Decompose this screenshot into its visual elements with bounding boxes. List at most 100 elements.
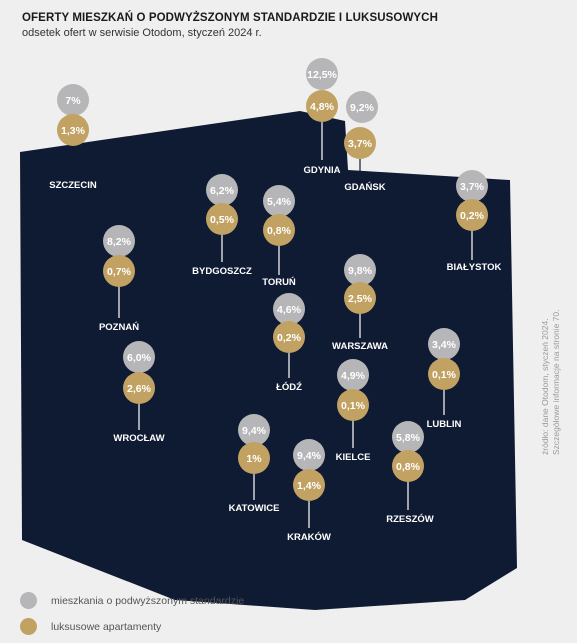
standard-value: 9,8% [348,265,373,277]
luxury-bubble [273,321,305,353]
chart-title: OFERTY MIESZKAŃ O PODWYŻSZONYM STANDARDZ… [22,12,438,24]
luxury-value: 0,8% [396,461,421,473]
luxury-bubble [293,469,325,501]
legend-standard-label: mieszkania o podwyższonym standardzie [51,594,245,607]
legend-luxury-label: luksusowe apartamenty [51,620,162,633]
luxury-bubble [392,450,424,482]
city-marker: 4,6% 0,2% ŁÓDŹ [273,293,305,393]
luxury-value: 0,7% [107,266,132,278]
city-marker: 6,2% 0,5% BYDGOSZCZ [192,174,252,277]
city-label: WROCŁAW [113,433,164,444]
city-marker: 8,2% 0,7% POZNAŃ [99,225,139,333]
luxury-bubble [57,114,89,146]
luxury-value: 0,5% [210,214,235,226]
source-line-1: źródło: dane Otodom, styczeń 2024. [540,318,550,455]
luxury-value: 0,2% [460,210,485,222]
city-marker: 5,8% 0,8% RZESZÓW [386,421,434,525]
standard-bubble [306,58,338,90]
luxury-bubble [123,372,155,404]
city-marker: 3,7% 0,2% BIAŁYSTOK [447,170,502,273]
luxury-value: 4,8% [310,101,335,113]
standard-value: 4,9% [341,370,366,382]
city-marker: 9,2% 3,7% GDAŃSK [344,91,386,193]
luxury-value: 0,1% [432,369,457,381]
city-marker: 9,4% 1,4% KRAKÓW [287,439,331,543]
city-label: POZNAŃ [99,322,139,333]
standard-value: 4,6% [277,304,302,316]
city-label: BYDGOSZCZ [192,266,252,277]
luxury-bubble [263,214,295,246]
standard-value: 12,5% [307,69,337,81]
standard-bubble [293,439,325,471]
standard-bubble [57,84,89,116]
city-label: LUBLIN [427,419,462,430]
standard-bubble [263,185,295,217]
standard-bubble [206,174,238,206]
standard-value: 3,4% [432,339,457,351]
luxury-bubble [103,255,135,287]
luxury-value: 0,8% [267,225,292,237]
legend-luxury-dot [20,618,37,635]
standard-value: 9,4% [297,450,322,462]
source-note: źródło: dane Otodom, styczeń 2024. Szcze… [540,295,562,455]
city-label: GDAŃSK [344,182,385,193]
city-label: KRAKÓW [287,531,331,543]
standard-bubble [337,359,369,391]
luxury-bubble [344,127,376,159]
city-marker: 6,0% 2,6% WROCŁAW [113,341,165,444]
standard-value: 3,7% [460,181,485,193]
city-marker: 9,8% 2,5% WARSZAWA [332,254,388,352]
standard-value: 5,8% [396,432,421,444]
luxury-bubble [344,282,376,314]
city-label: ŁÓDŹ [276,381,302,393]
luxury-bubble [428,358,460,390]
city-marker: 5,4% 0,8% TORUŃ [262,185,296,288]
standard-bubble [428,328,460,360]
city-label: BIAŁYSTOK [447,262,502,273]
standard-bubble [392,421,424,453]
luxury-value: 1,4% [297,480,322,492]
standard-bubble [238,414,270,446]
luxury-value: 1% [246,453,262,465]
poland-shape [20,111,517,610]
standard-value: 7% [65,95,81,107]
city-label: SZCZECIN [49,180,97,191]
standard-bubble [103,225,135,257]
luxury-bubble [306,90,338,122]
standard-value: 5,4% [267,196,292,208]
standard-value: 6,2% [210,185,235,197]
standard-bubble [456,170,488,202]
city-label: KATOWICE [229,503,280,514]
luxury-value: 1,3% [61,125,86,137]
standard-bubble [344,254,376,286]
standard-bubble [123,341,155,373]
standard-value: 6,0% [127,352,152,364]
source-line-2: Szczegółowe informacje na stronie 70. [551,309,561,455]
standard-bubble [346,91,378,123]
city-label: WARSZAWA [332,341,388,352]
city-label: TORUŃ [262,277,296,288]
city-marker: 4,9% 0,1% KIELCE [336,359,371,463]
city-label: RZESZÓW [386,513,434,525]
luxury-bubble [238,442,270,474]
luxury-value: 2,6% [127,383,152,395]
city-label: GDYNIA [304,165,341,176]
standard-value: 8,2% [107,236,132,248]
city-label: KIELCE [336,452,371,463]
standard-value: 9,4% [242,425,267,437]
standard-value: 9,2% [350,102,375,114]
luxury-value: 2,5% [348,293,373,305]
legend-standard-dot [20,592,37,609]
city-marker: 12,5% 4,8% GDYNIA [304,58,341,176]
luxury-bubble [337,389,369,421]
city-marker: 3,4% 0,1% LUBLIN [427,328,462,430]
city-marker: 7% 1,3% SZCZECIN [49,84,97,191]
chart-subtitle: odsetek ofert w serwisie Otodom, styczeń… [22,27,262,39]
luxury-value: 0,2% [277,332,302,344]
legend-item-luxury: luksusowe apartamenty [20,618,161,635]
luxury-bubble [206,203,238,235]
standard-bubble [273,293,305,325]
legend-item-standard: mieszkania o podwyższonym standardzie [20,592,244,609]
luxury-value: 3,7% [348,138,373,150]
